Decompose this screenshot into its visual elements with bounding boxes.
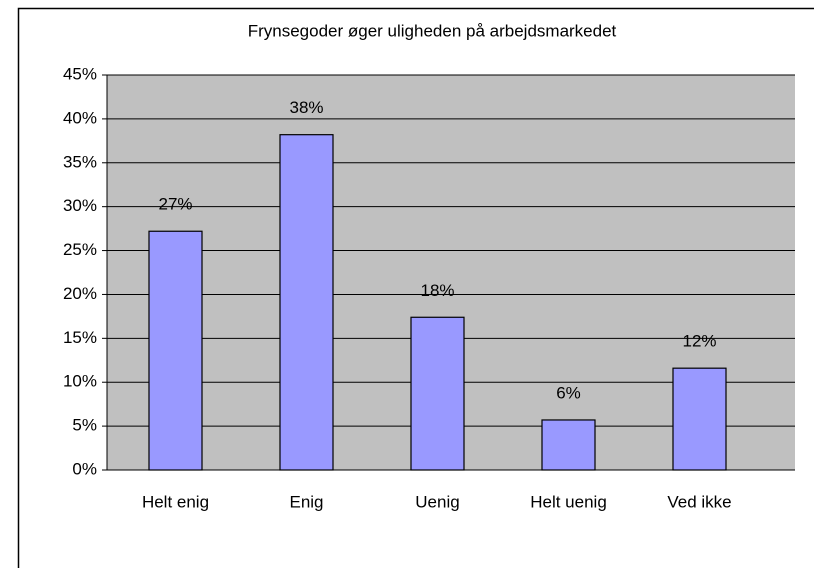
data-label: 18% — [420, 281, 454, 300]
y-tick-label: 35% — [63, 152, 97, 171]
x-tick-label: Helt enig — [142, 492, 209, 511]
bar — [410, 316, 465, 471]
data-label: 38% — [289, 98, 323, 117]
y-tick-label: 10% — [63, 372, 97, 391]
bar — [541, 419, 596, 471]
y-tick-label: 0% — [72, 459, 97, 478]
y-tick-label: 25% — [63, 240, 97, 259]
bar — [148, 230, 203, 471]
x-tick-label: Ved ikke — [667, 492, 731, 511]
y-tick-label: 20% — [63, 284, 97, 303]
y-tick-label: 5% — [72, 416, 97, 435]
y-tick-label: 30% — [63, 196, 97, 215]
y-tick-label: 45% — [63, 64, 97, 83]
data-label: 12% — [682, 332, 716, 351]
y-tick-label: 15% — [63, 328, 97, 347]
bar — [672, 367, 727, 471]
y-tick-label: 40% — [63, 108, 97, 127]
x-tick-label: Helt uenig — [530, 492, 607, 511]
x-tick-label: Enig — [289, 492, 323, 511]
x-tick-label: Uenig — [415, 492, 459, 511]
data-label: 6% — [556, 383, 581, 402]
data-label: 27% — [158, 195, 192, 214]
bar — [279, 134, 334, 471]
chart-title: Frynsegoder øger uligheden på arbejdsmar… — [248, 21, 617, 40]
